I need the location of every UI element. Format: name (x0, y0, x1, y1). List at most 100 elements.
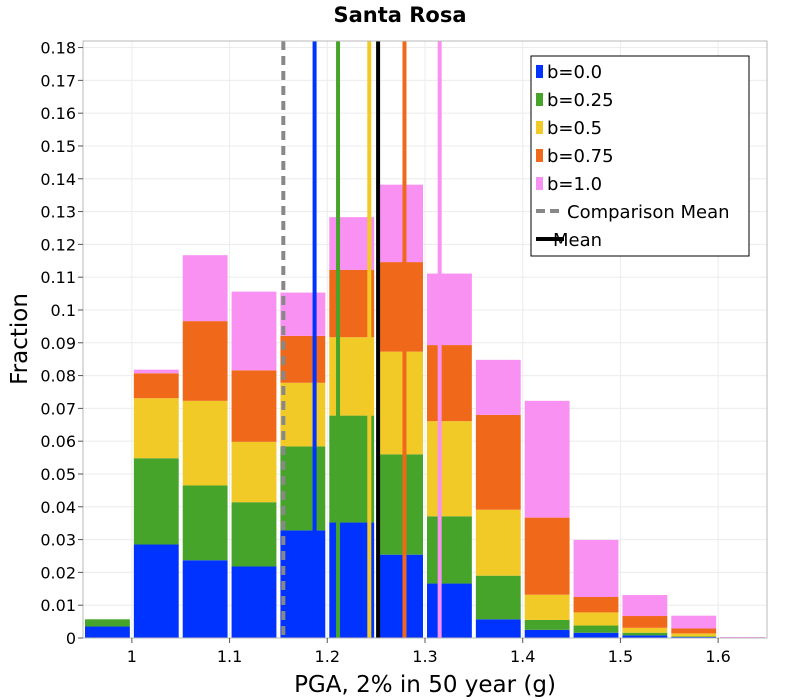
bar-segment-b-1-0 (182, 255, 228, 322)
bar-segment-b-1-0 (475, 359, 521, 415)
bar-segment-b-0-0 (85, 626, 130, 638)
bar-segment-b-0-75 (427, 345, 472, 422)
bar-segment-b-1-0 (427, 273, 472, 346)
bar-segment-b-0-25 (524, 619, 570, 630)
y-tick-label: 0.02 (40, 563, 76, 582)
bar-segment-b-1-0 (622, 595, 668, 617)
bar-segment-b-0-25 (182, 485, 228, 561)
bar-segment-b-0-75 (475, 414, 521, 510)
bar-segment-b-0-5 (133, 398, 179, 459)
bar-segment-b-0-75 (133, 373, 179, 399)
y-tick-label: 0.05 (40, 465, 76, 484)
legend-label-b-1-0: b=1.0 (547, 174, 602, 195)
legend-box (530, 55, 750, 257)
legend-swatch-b-0-75 (536, 149, 543, 162)
bar-segment-b-0-75 (378, 262, 423, 352)
bar-segment-b-0-0 (427, 583, 472, 638)
mean-lines (281, 41, 442, 638)
bar-segment-b-0-75 (182, 321, 228, 401)
legend-label-comparison-mean: Comparison Mean (567, 202, 730, 223)
legend-swatch-b-0-25 (536, 93, 543, 106)
chart-title: Santa Rosa (333, 3, 466, 27)
x-tick-label: 1.5 (608, 647, 633, 666)
bar-segment-b-0-5 (427, 421, 472, 517)
bar-segment-b-0-5 (182, 400, 228, 486)
bar-segment-b-0-5 (231, 441, 277, 503)
bar-segment-b-0-75 (573, 596, 619, 613)
bar-segment-b-0-25 (427, 516, 472, 584)
y-tick-label: 0.14 (40, 170, 76, 189)
bar-segment-b-0-75 (671, 628, 717, 634)
bar-segment-b-1-0 (573, 539, 619, 597)
legend-label-b-0-75: b=0.75 (547, 146, 614, 167)
bar-segment-b-0-75 (622, 616, 668, 628)
y-tick-label: 0.1 (51, 301, 76, 320)
y-tick-label: 0.03 (40, 531, 76, 550)
legend-label-b-0-5: b=0.5 (547, 118, 602, 139)
y-tick-label: 0.06 (40, 432, 76, 451)
bar-segment-b-0-25 (573, 625, 619, 633)
bar-segment-b-0-25 (133, 458, 179, 545)
bars (85, 184, 765, 638)
bar-segment-b-0-25 (85, 619, 130, 627)
y-tick-label: 0.08 (40, 367, 76, 386)
bar-segment-b-0-0 (378, 554, 423, 638)
x-axis-label: PGA, 2% in 50 year (g) (294, 672, 556, 698)
bar-segment-b-0-0 (231, 566, 277, 638)
bar-segment-b-0-5 (671, 633, 717, 637)
bar-segment-b-0-75 (280, 335, 326, 383)
y-tick-label: 0.09 (40, 334, 76, 353)
y-axis-ticks: 0 0.01 0.02 0.03 0.04 0.05 0.06 0.07 0.08 0.09 0.1… (40, 39, 83, 648)
bar-segment-b-0-5 (524, 594, 570, 620)
bar-segment-b-1-0 (231, 291, 277, 371)
x-tick-label: 1 (127, 647, 137, 666)
bar-segment-b-1-0 (133, 369, 179, 374)
bar-segment-b-0-0 (133, 544, 179, 638)
bar-segment-b-0-5 (475, 509, 521, 576)
y-tick-label: 0.12 (40, 235, 76, 254)
y-axis-label: Fraction (7, 293, 33, 385)
bar-segment-b-0-5 (280, 382, 326, 447)
x-axis-ticks: 1 1.1 1.2 1.3 1.4 1.5 1.6 (127, 638, 731, 666)
bar-segment-b-0-25 (280, 446, 326, 531)
y-tick-label: 0.18 (40, 39, 76, 58)
bar-segment-b-0-25 (671, 636, 717, 638)
y-tick-label: 0 (66, 629, 76, 648)
bar-segment-b-0-0 (280, 530, 326, 638)
x-tick-label: 1.2 (315, 647, 340, 666)
legend: b=0.0 b=0.25 b=0.5 b=0.75 b=1.0 Comparison Me… (530, 55, 750, 257)
y-tick-label: 0.17 (40, 71, 76, 90)
x-tick-label: 1.1 (217, 647, 242, 666)
legend-label-b-0-25: b=0.25 (547, 90, 614, 111)
bar-segment-b-0-25 (378, 454, 423, 555)
bar-segment-b-0-75 (231, 370, 277, 442)
y-tick-label: 0.13 (40, 203, 76, 222)
bar-segment-b-1-0 (280, 292, 326, 336)
bar-segment-b-1-0 (524, 400, 570, 518)
legend-label-b-0-0: b=0.0 (547, 62, 602, 83)
legend-swatch-b-0-5 (536, 121, 543, 134)
bar-segment-b-0-0 (622, 635, 668, 638)
bar-segment-b-0-25 (231, 502, 277, 567)
bar-segment-b-1-0 (378, 184, 423, 263)
bar-segment-b-0-0 (475, 619, 521, 638)
bar-segment-b-0-25 (475, 575, 521, 620)
bar-segment-b-1-0 (671, 615, 717, 629)
bar-segment-b-0-75 (524, 517, 570, 595)
y-tick-label: 0.01 (40, 596, 76, 615)
legend-label-mean: Mean (553, 230, 602, 251)
y-tick-label: 0.11 (40, 268, 76, 287)
y-tick-label: 0.15 (40, 137, 76, 156)
bar-segment-b-0-0 (182, 560, 228, 638)
bar-segment-b-0-5 (573, 612, 619, 626)
legend-swatch-b-1-0 (536, 177, 543, 190)
legend-swatch-b-0-0 (536, 65, 543, 78)
x-tick-label: 1.6 (705, 647, 730, 666)
x-tick-label: 1.4 (510, 647, 535, 666)
y-tick-label: 0.16 (40, 104, 76, 123)
bar-segment-b-0-0 (524, 629, 570, 638)
bar-segment-b-0-25 (622, 632, 668, 636)
x-tick-label: 1.3 (412, 647, 437, 666)
y-tick-label: 0.07 (40, 399, 76, 418)
